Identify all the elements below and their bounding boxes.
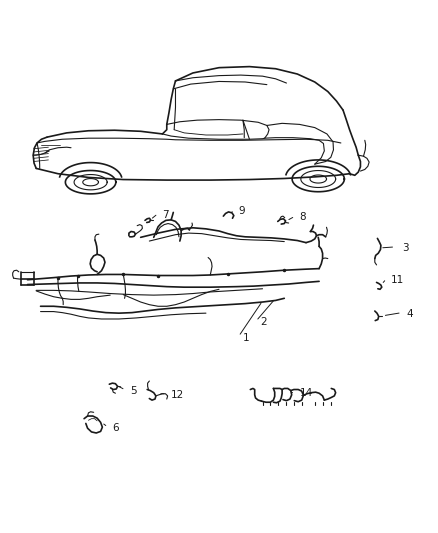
- Text: 8: 8: [300, 212, 306, 222]
- Text: 6: 6: [113, 423, 119, 433]
- Text: 7: 7: [162, 209, 169, 220]
- Text: 5: 5: [130, 386, 136, 396]
- Text: 9: 9: [239, 206, 245, 216]
- Text: 4: 4: [406, 309, 413, 319]
- Text: 1: 1: [243, 333, 250, 343]
- Text: 14: 14: [300, 387, 313, 398]
- Text: 11: 11: [391, 274, 404, 285]
- Text: 12: 12: [171, 390, 184, 400]
- Text: 2: 2: [260, 317, 267, 327]
- Text: 3: 3: [402, 243, 408, 253]
